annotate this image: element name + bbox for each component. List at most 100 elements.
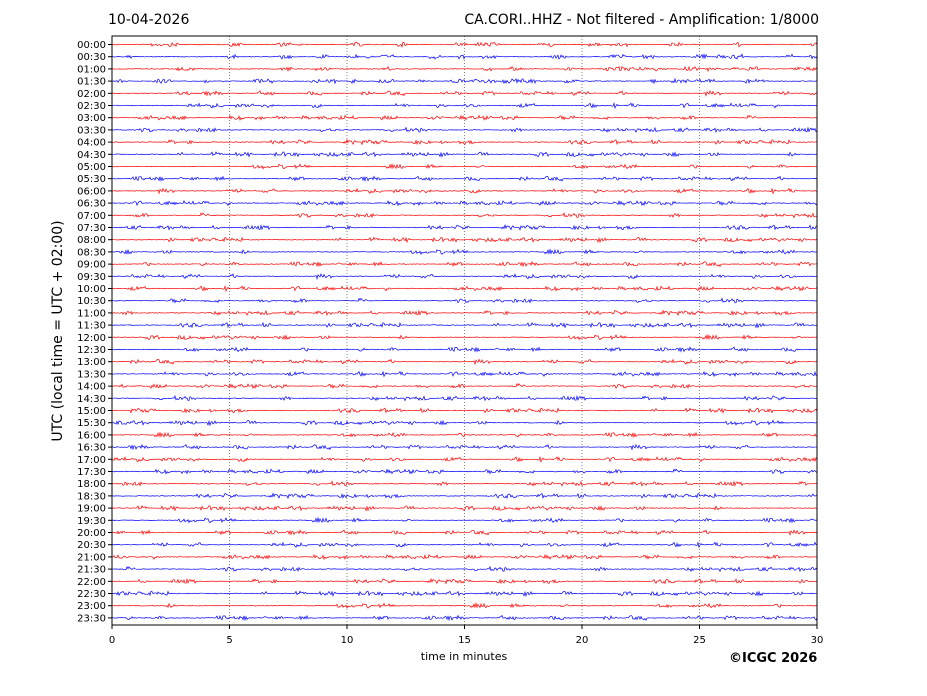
trace-08:30 [111, 248, 818, 255]
trace-22:00 [111, 577, 818, 585]
x-tick-label-25: 25 [693, 635, 706, 646]
x-tick-label-5: 5 [226, 635, 232, 646]
trace-09:00 [111, 260, 818, 268]
trace-lines [111, 41, 818, 622]
y-tick-label-00:30: 00:30 [77, 52, 106, 63]
trace-21:30 [111, 565, 818, 573]
y-tick-label-06:00: 06:00 [77, 186, 106, 197]
y-tick-label-15:00: 15:00 [77, 406, 106, 417]
trace-08:00 [111, 236, 818, 244]
y-tick-label-19:00: 19:00 [77, 504, 106, 515]
y-tick-label-12:00: 12:00 [77, 333, 106, 344]
y-tick-label-05:30: 05:30 [77, 174, 106, 185]
trace-07:30 [111, 224, 818, 231]
trace-15:30 [111, 419, 818, 427]
x-axis-label: time in minutes [420, 650, 508, 663]
trace-23:30 [111, 614, 818, 622]
trace-11:30 [111, 322, 818, 329]
y-tick-label-16:00: 16:00 [77, 430, 106, 441]
trace-16:00 [111, 431, 818, 439]
y-tick-label-06:30: 06:30 [77, 199, 106, 210]
grid-lines [229, 36, 700, 625]
y-tick-label-13:30: 13:30 [77, 369, 106, 380]
y-tick-label-09:00: 09:00 [77, 260, 106, 271]
y-tick-label-21:30: 21:30 [77, 565, 106, 576]
trace-01:00 [111, 65, 818, 73]
y-tick-label-04:30: 04:30 [77, 150, 106, 161]
trace-15:00 [111, 407, 818, 414]
y-tick-label-18:30: 18:30 [77, 491, 106, 502]
y-tick-label-01:00: 01:00 [77, 64, 106, 75]
y-tick-label-14:00: 14:00 [77, 382, 106, 393]
y-tick-label-15:30: 15:30 [77, 418, 106, 429]
y-tick-label-00:00: 00:00 [77, 40, 106, 51]
y-tick-label-03:00: 03:00 [77, 113, 106, 124]
x-tick-labels: 0 5 10 15 20 25 30 [109, 625, 823, 646]
trace-14:30 [111, 394, 818, 402]
y-tick-label-02:00: 02:00 [77, 89, 106, 100]
y-tick-label-18:00: 18:00 [77, 479, 106, 490]
trace-00:30 [111, 53, 818, 60]
trace-17:00 [111, 455, 818, 463]
y-axis-label: UTC (local time = UTC + 02:00) [50, 220, 66, 442]
trace-03:30 [112, 126, 818, 134]
y-tick-label-08:00: 08:00 [77, 235, 106, 246]
copyright-label: ©ICGC 2026 [729, 651, 818, 666]
trace-09:30 [111, 273, 818, 280]
trace-12:00 [111, 333, 818, 341]
trace-02:30 [111, 102, 818, 110]
y-tick-label-01:30: 01:30 [77, 77, 106, 88]
y-tick-label-14:30: 14:30 [77, 394, 106, 405]
y-tick-label-22:30: 22:30 [77, 589, 106, 600]
y-tick-label-05:00: 05:00 [77, 162, 106, 173]
trace-19:30 [111, 516, 818, 524]
y-tick-label-13:00: 13:00 [77, 357, 106, 368]
y-tick-label-11:00: 11:00 [77, 308, 106, 319]
x-tick-label-10: 10 [341, 635, 354, 646]
trace-18:30 [111, 492, 818, 500]
trace-18:00 [111, 480, 818, 487]
trace-16:30 [111, 443, 818, 451]
trace-05:00 [111, 162, 818, 170]
y-tick-label-17:00: 17:00 [77, 455, 106, 466]
trace-11:00 [111, 309, 818, 317]
y-tick-label-03:30: 03:30 [77, 125, 106, 136]
y-tick-label-02:30: 02:30 [77, 101, 106, 112]
trace-10:30 [111, 297, 818, 304]
y-tick-label-21:00: 21:00 [77, 552, 106, 563]
y-tick-label-19:30: 19:30 [77, 516, 106, 527]
trace-03:00 [111, 114, 818, 121]
y-tick-label-10:30: 10:30 [77, 296, 106, 307]
trace-12:30 [111, 346, 818, 353]
x-tick-label-0: 0 [109, 635, 115, 646]
trace-05:30 [111, 175, 818, 182]
trace-22:30 [111, 590, 818, 598]
chart-title: CA.CORI..HHZ - Not filtered - Amplificat… [464, 12, 819, 28]
y-tick-label-07:30: 07:30 [77, 223, 106, 234]
y-tick-label-12:30: 12:30 [77, 345, 106, 356]
trace-13:30 [111, 370, 818, 378]
trace-19:00 [111, 505, 818, 512]
x-tick-label-15: 15 [458, 635, 471, 646]
plot-frame [111, 35, 818, 626]
y-tick-label-09:30: 09:30 [77, 272, 106, 283]
trace-17:30 [111, 468, 818, 475]
y-tick-label-20:00: 20:00 [77, 528, 106, 539]
y-tick-label-16:30: 16:30 [77, 443, 106, 454]
date-label: 10-04-2026 [108, 12, 190, 28]
trace-00:00 [111, 41, 818, 48]
y-tick-label-10:00: 10:00 [77, 284, 106, 295]
trace-20:00 [111, 529, 818, 537]
trace-04:30 [111, 151, 818, 158]
y-tick-label-04:00: 04:00 [77, 138, 106, 149]
trace-01:30 [111, 77, 817, 85]
y-tick-label-23:00: 23:00 [77, 601, 106, 612]
trace-10:00 [111, 285, 818, 293]
y-tick-label-17:30: 17:30 [77, 467, 106, 478]
trace-02:00 [111, 90, 818, 97]
y-tick-label-08:30: 08:30 [77, 247, 106, 258]
trace-04:00 [111, 138, 818, 146]
y-tick-label-20:30: 20:30 [77, 540, 106, 551]
